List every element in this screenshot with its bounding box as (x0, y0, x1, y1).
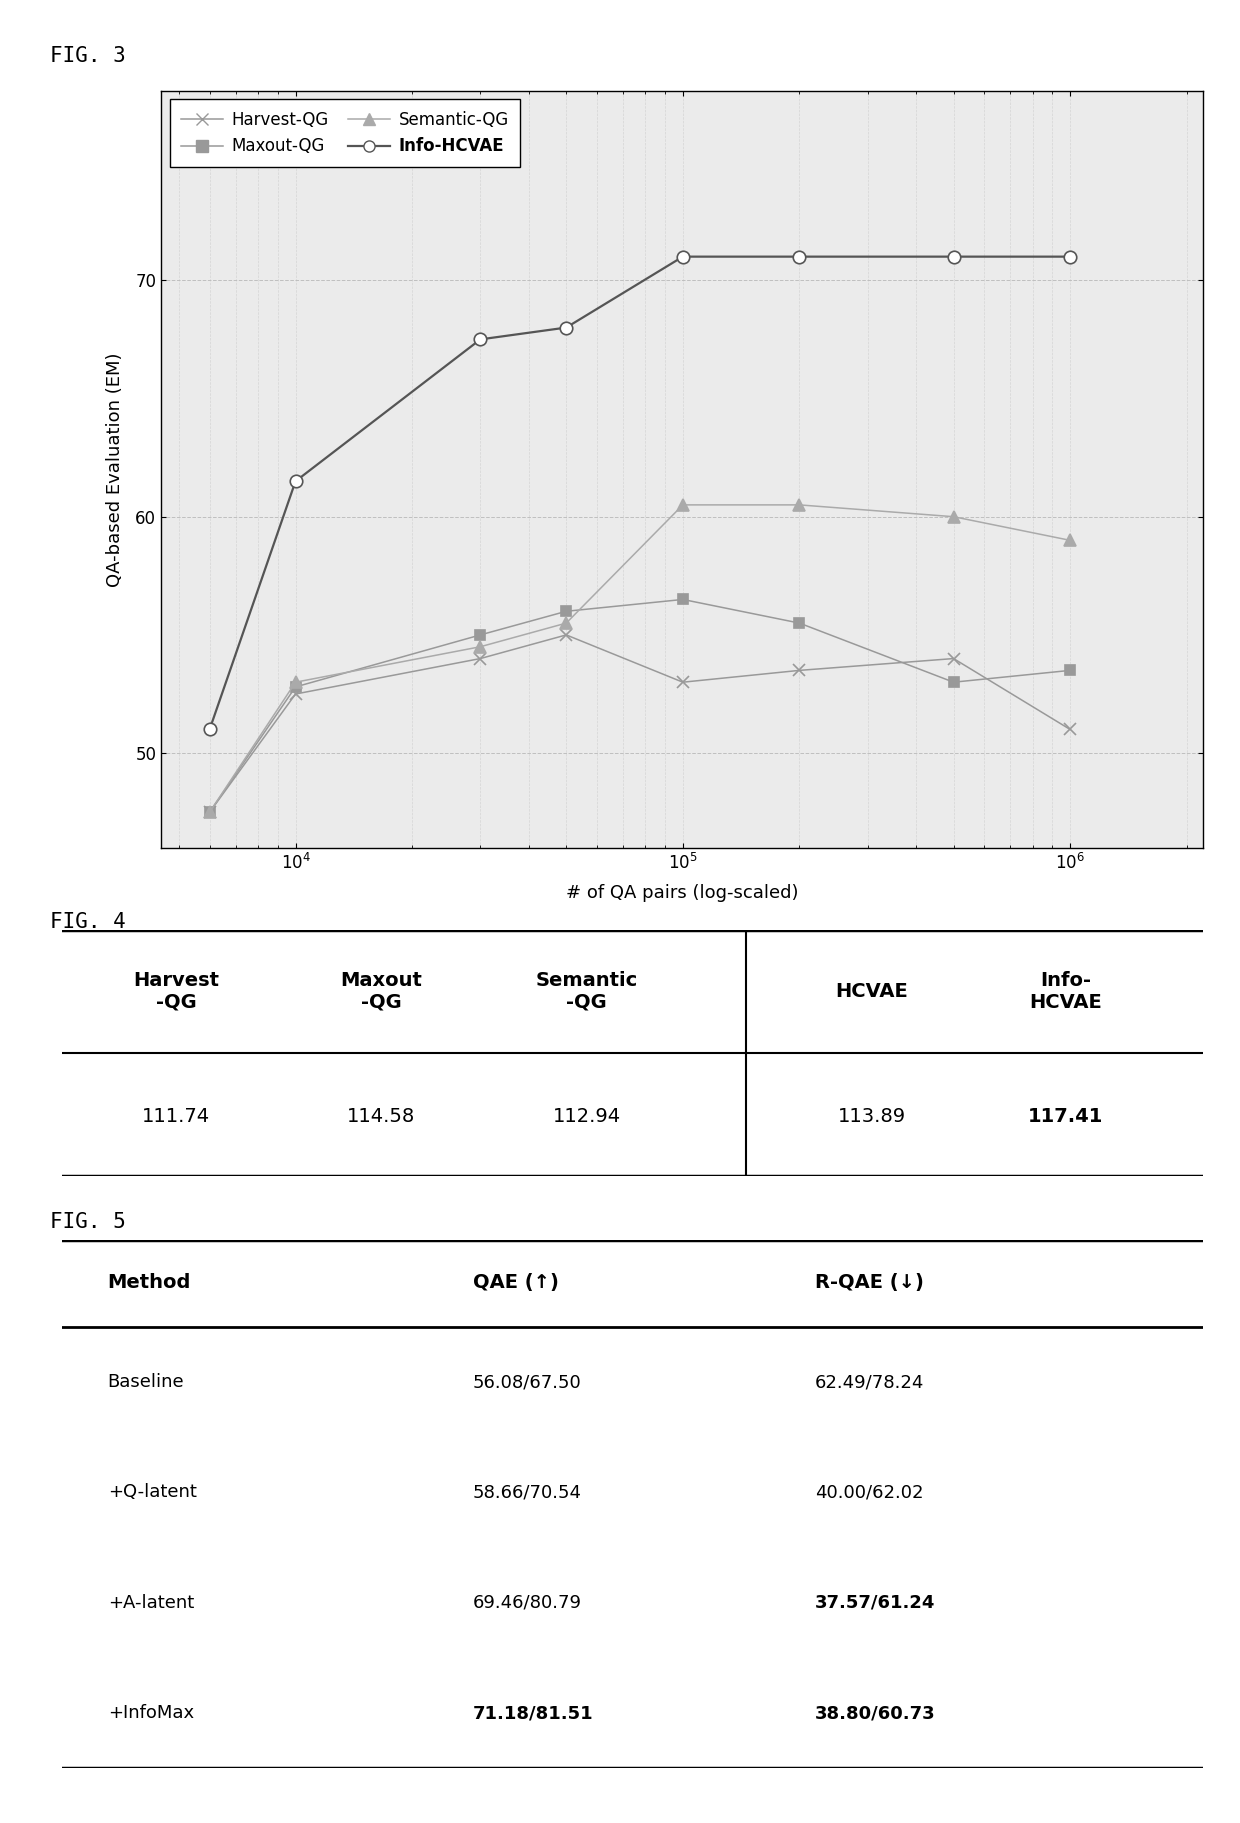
Text: 117.41: 117.41 (1028, 1107, 1104, 1127)
Text: FIG. 3: FIG. 3 (50, 46, 125, 66)
X-axis label: # of QA pairs (log-scaled): # of QA pairs (log-scaled) (565, 884, 799, 902)
Text: 111.74: 111.74 (143, 1107, 210, 1127)
Text: 69.46/80.79: 69.46/80.79 (472, 1593, 582, 1612)
Text: 62.49/78.24: 62.49/78.24 (815, 1373, 924, 1391)
Legend: Harvest-QG, Maxout-QG, Semantic-QG, Info-HCVAE: Harvest-QG, Maxout-QG, Semantic-QG, Info… (170, 100, 521, 168)
Text: +InfoMax: +InfoMax (108, 1705, 193, 1723)
Text: R-QAE (↓): R-QAE (↓) (815, 1274, 924, 1293)
Text: FIG. 4: FIG. 4 (50, 912, 125, 932)
Text: Semantic
-QG: Semantic -QG (536, 972, 637, 1012)
Text: Maxout
-QG: Maxout -QG (341, 972, 423, 1012)
Text: 38.80/60.73: 38.80/60.73 (815, 1705, 935, 1723)
Text: 112.94: 112.94 (553, 1107, 621, 1127)
Text: Info-
HCVAE: Info- HCVAE (1029, 972, 1102, 1012)
Text: +Q-latent: +Q-latent (108, 1484, 196, 1502)
Text: Method: Method (108, 1274, 191, 1293)
Y-axis label: QA-based Evaluation (EM): QA-based Evaluation (EM) (107, 352, 124, 587)
Text: 71.18/81.51: 71.18/81.51 (472, 1705, 593, 1723)
Text: 58.66/70.54: 58.66/70.54 (472, 1484, 582, 1502)
Text: 37.57/61.24: 37.57/61.24 (815, 1593, 935, 1612)
Text: 56.08/67.50: 56.08/67.50 (472, 1373, 582, 1391)
Text: QAE (↑): QAE (↑) (472, 1274, 558, 1293)
Text: +A-latent: +A-latent (108, 1593, 193, 1612)
Text: Baseline: Baseline (108, 1373, 185, 1391)
Text: 40.00/62.02: 40.00/62.02 (815, 1484, 924, 1502)
Text: FIG. 5: FIG. 5 (50, 1212, 125, 1232)
Text: 114.58: 114.58 (347, 1107, 415, 1127)
Text: 113.89: 113.89 (838, 1107, 906, 1127)
Text: Harvest
-QG: Harvest -QG (133, 972, 219, 1012)
Text: HCVAE: HCVAE (836, 983, 909, 1001)
